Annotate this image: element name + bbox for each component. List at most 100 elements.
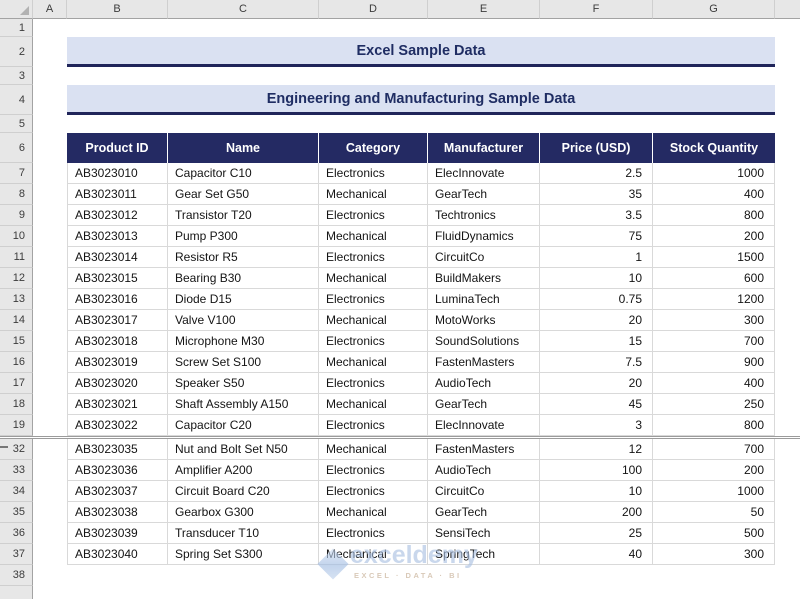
row-header-8[interactable]: 8 [0,184,33,205]
row-header-5[interactable]: 5 [0,115,33,133]
header-cell-price-usd[interactable]: Price (USD) [540,133,653,163]
cell-C36[interactable]: Transducer T10 [168,523,319,544]
cell-E9[interactable]: Techtronics [428,205,540,226]
cell-C35[interactable]: Gearbox G300 [168,502,319,523]
cell-C17[interactable]: Speaker S50 [168,373,319,394]
cell-G36[interactable]: 500 [653,523,775,544]
cell-G14[interactable]: 300 [653,310,775,331]
row-header-partial[interactable] [0,586,33,599]
cell-B9[interactable]: AB3023012 [67,205,168,226]
cell-G37[interactable]: 300 [653,544,775,565]
cell-D10[interactable]: Mechanical [319,226,428,247]
cell-F36[interactable]: 25 [540,523,653,544]
cell-G8[interactable]: 400 [653,184,775,205]
row-header-32[interactable]: 32 [0,439,33,460]
column-header-A[interactable]: A [33,0,67,19]
column-header-C[interactable]: C [168,0,319,19]
row-header-11[interactable]: 11 [0,247,33,268]
cell-G7[interactable]: 1000 [653,163,775,184]
cell-D37[interactable]: Mechanical [319,544,428,565]
cell-G34[interactable]: 1000 [653,481,775,502]
row-header-34[interactable]: 34 [0,481,33,502]
row-header-2[interactable]: 2 [0,37,33,67]
cell-F15[interactable]: 15 [540,331,653,352]
cell-B33[interactable]: AB3023036 [67,460,168,481]
cell-F14[interactable]: 20 [540,310,653,331]
cell-D11[interactable]: Electronics [319,247,428,268]
cell-G13[interactable]: 1200 [653,289,775,310]
cell-D36[interactable]: Electronics [319,523,428,544]
cell-B13[interactable]: AB3023016 [67,289,168,310]
column-header-D[interactable]: D [319,0,428,19]
cell-C12[interactable]: Bearing B30 [168,268,319,289]
cell-B11[interactable]: AB3023014 [67,247,168,268]
row-header-15[interactable]: 15 [0,331,33,352]
cell-C14[interactable]: Valve V100 [168,310,319,331]
cell-E11[interactable]: CircuitCo [428,247,540,268]
cell-B18[interactable]: AB3023021 [67,394,168,415]
cell-G19[interactable]: 800 [653,415,775,436]
cell-E8[interactable]: GearTech [428,184,540,205]
cell-C15[interactable]: Microphone M30 [168,331,319,352]
row-header-3[interactable]: 3 [0,67,33,85]
cell-C13[interactable]: Diode D15 [168,289,319,310]
row-header-13[interactable]: 13 [0,289,33,310]
cell-E17[interactable]: AudioTech [428,373,540,394]
cell-F12[interactable]: 10 [540,268,653,289]
row-header-14[interactable]: 14 [0,310,33,331]
cell-B34[interactable]: AB3023037 [67,481,168,502]
cell-B10[interactable]: AB3023013 [67,226,168,247]
cell-F11[interactable]: 1 [540,247,653,268]
cell-E14[interactable]: MotoWorks [428,310,540,331]
header-cell-manufacturer[interactable]: Manufacturer [428,133,540,163]
cell-F10[interactable]: 75 [540,226,653,247]
cell-F34[interactable]: 10 [540,481,653,502]
cell-D19[interactable]: Electronics [319,415,428,436]
cell-G18[interactable]: 250 [653,394,775,415]
cell-D34[interactable]: Electronics [319,481,428,502]
cell-F16[interactable]: 7.5 [540,352,653,373]
row-header-1[interactable]: 1 [0,19,33,37]
cell-G33[interactable]: 200 [653,460,775,481]
cell-D14[interactable]: Mechanical [319,310,428,331]
header-cell-stock-quantity[interactable]: Stock Quantity [653,133,775,163]
cell-D15[interactable]: Electronics [319,331,428,352]
cell-C7[interactable]: Capacitor C10 [168,163,319,184]
column-header-E[interactable]: E [428,0,540,19]
cell-C33[interactable]: Amplifier A200 [168,460,319,481]
cell-F32[interactable]: 12 [540,439,653,460]
cell-F9[interactable]: 3.5 [540,205,653,226]
cell-E15[interactable]: SoundSolutions [428,331,540,352]
main-title-cell[interactable]: Excel Sample Data [67,37,775,67]
cell-G35[interactable]: 50 [653,502,775,523]
cell-E34[interactable]: CircuitCo [428,481,540,502]
cell-D18[interactable]: Mechanical [319,394,428,415]
select-all-corner[interactable] [0,0,33,19]
row-header-10[interactable]: 10 [0,226,33,247]
cell-B12[interactable]: AB3023015 [67,268,168,289]
cell-G15[interactable]: 700 [653,331,775,352]
header-cell-product-id[interactable]: Product ID [67,133,168,163]
cell-C32[interactable]: Nut and Bolt Set N50 [168,439,319,460]
cell-F19[interactable]: 3 [540,415,653,436]
cell-F18[interactable]: 45 [540,394,653,415]
cell-B32[interactable]: AB3023035 [67,439,168,460]
cell-B35[interactable]: AB3023038 [67,502,168,523]
row-header-4[interactable]: 4 [0,85,33,115]
cell-G9[interactable]: 800 [653,205,775,226]
cell-E19[interactable]: ElecInnovate [428,415,540,436]
cell-B15[interactable]: AB3023018 [67,331,168,352]
subtitle-cell[interactable]: Engineering and Manufacturing Sample Dat… [67,85,775,115]
row-header-17[interactable]: 17 [0,373,33,394]
header-cell-category[interactable]: Category [319,133,428,163]
cell-C34[interactable]: Circuit Board C20 [168,481,319,502]
cell-C9[interactable]: Transistor T20 [168,205,319,226]
header-cell-name[interactable]: Name [168,133,319,163]
cell-D7[interactable]: Electronics [319,163,428,184]
cell-F37[interactable]: 40 [540,544,653,565]
cell-B7[interactable]: AB3023010 [67,163,168,184]
cell-D16[interactable]: Mechanical [319,352,428,373]
row-header-7[interactable]: 7 [0,163,33,184]
cell-D35[interactable]: Mechanical [319,502,428,523]
cell-G12[interactable]: 600 [653,268,775,289]
